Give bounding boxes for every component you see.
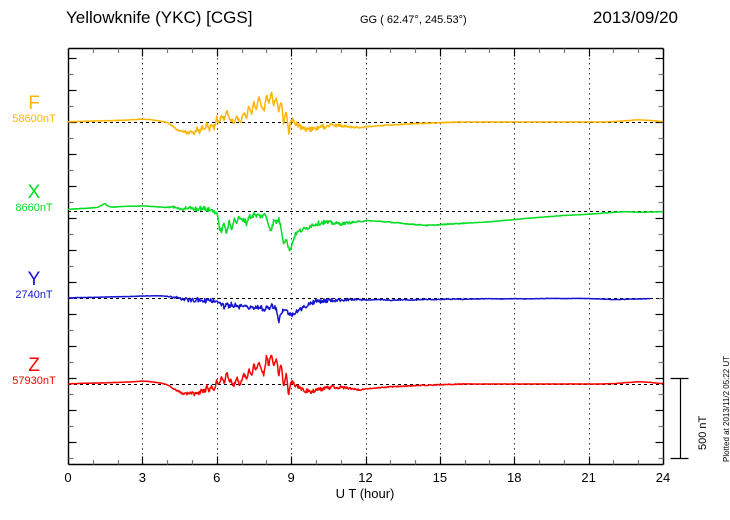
x-tick-label-21: 21: [581, 470, 596, 485]
component-label-z: Z 57930nT: [2, 356, 66, 388]
x-tick-label-15: 15: [432, 470, 448, 485]
component-baseline-y: 2740nT: [15, 289, 53, 301]
scale-bar-label: 500 nT: [697, 415, 709, 450]
geographic-coordinates: GG ( 62.47°, 245.53°): [360, 14, 467, 26]
component-label-f: F 58600nT: [2, 94, 66, 126]
plotted-at-timestamp: Plotted at 2013/11/2 05:22 UT: [722, 355, 730, 462]
trace-z: [67, 354, 664, 397]
component-baseline-f: 58600nT: [12, 113, 56, 125]
component-label-x: X 8660nT: [2, 183, 66, 215]
x-tick-label-0: 0: [64, 470, 72, 485]
component-letter-f: F: [28, 93, 40, 114]
x-tick-label-24: 24: [655, 470, 671, 485]
trace-f: [67, 91, 664, 136]
x-tick-label-18: 18: [507, 470, 522, 485]
x-axis-title: U T (hour): [335, 486, 395, 501]
observation-date: 2013/09/20: [592, 8, 678, 27]
component-label-y: Y 2740nT: [2, 270, 66, 302]
x-tick-label-6: 6: [213, 470, 221, 485]
x-tick-label-12: 12: [358, 470, 373, 485]
page-title: Yellowknife (YKC) [CGS]: [66, 8, 253, 27]
trace-x: [67, 202, 664, 252]
component-letter-z: Z: [28, 355, 40, 376]
trace-y: [67, 294, 651, 324]
x-tick-label-9: 9: [287, 470, 295, 485]
component-letter-y: Y: [27, 269, 41, 290]
component-baseline-z: 57930nT: [12, 375, 56, 387]
x-tick-label-3: 3: [138, 470, 146, 485]
component-baseline-x: 8660nT: [15, 202, 53, 214]
component-letter-x: X: [27, 182, 41, 203]
